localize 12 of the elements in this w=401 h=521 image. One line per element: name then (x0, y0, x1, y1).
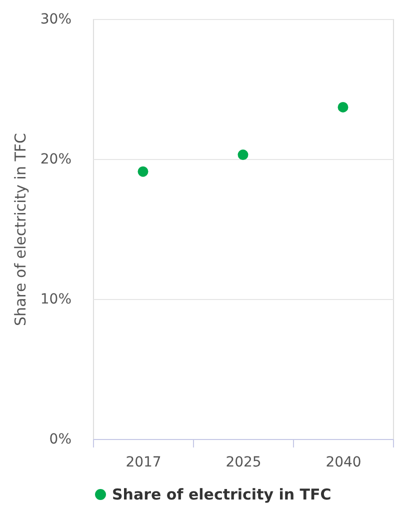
x-tick-label: 2025 (226, 454, 262, 470)
point (338, 102, 348, 112)
y-tick-label: 20% (40, 152, 72, 168)
x-tick-label: 2040 (326, 454, 362, 470)
x-tick-label: 2017 (126, 454, 162, 470)
point (238, 150, 248, 160)
legend-label: Share of electricity in TFC (112, 486, 332, 504)
y-tick-label: 0% (49, 432, 72, 448)
y-tick-label: 30% (40, 12, 72, 28)
point (138, 166, 148, 177)
y-tick-label: 10% (40, 292, 72, 308)
y-axis-title: Share of electricity in TFC (11, 132, 30, 326)
